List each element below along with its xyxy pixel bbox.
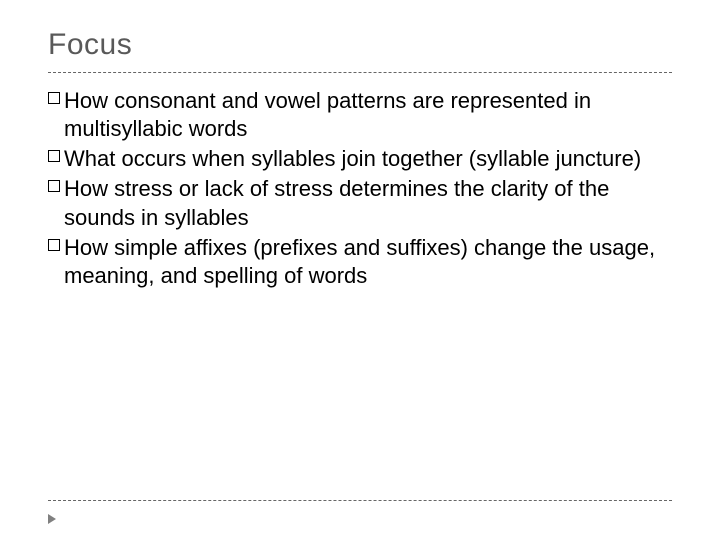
title-divider [48,72,672,73]
caret-right-icon [48,514,56,524]
square-bullet-icon [48,180,60,192]
list-item-label: How simple affixes (prefixes and suffixe… [64,234,672,290]
list-item: How simple affixes (prefixes and suffixe… [48,234,672,290]
page-title: Focus [48,28,672,62]
list-item-label: How stress or lack of stress determines … [64,175,672,231]
list-item: How stress or lack of stress determines … [48,175,672,231]
slide: Focus How consonant and vowel patterns a… [0,0,720,540]
list-item-label: What occurs when syllables join together… [64,145,641,173]
square-bullet-icon [48,239,60,251]
square-bullet-icon [48,150,60,162]
list-item: What occurs when syllables join together… [48,145,672,173]
footer-divider [48,500,672,501]
list-item-label: How consonant and vowel patterns are rep… [64,87,672,143]
bullet-list: How consonant and vowel patterns are rep… [48,87,672,290]
square-bullet-icon [48,92,60,104]
list-item: How consonant and vowel patterns are rep… [48,87,672,143]
